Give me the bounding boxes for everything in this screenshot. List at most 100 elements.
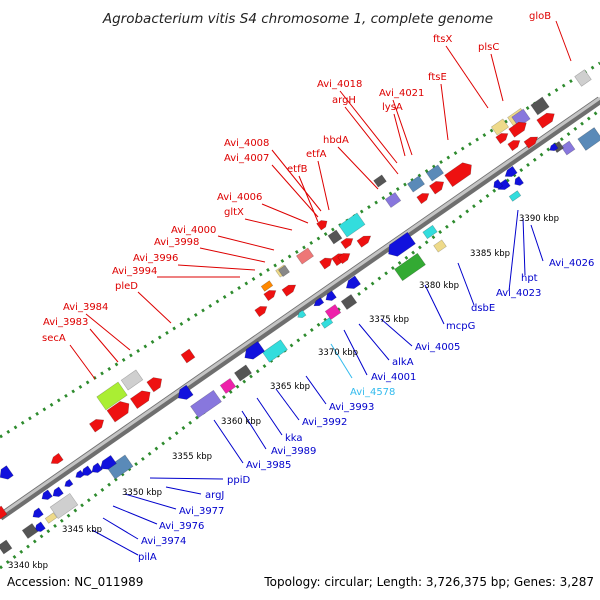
gene-label-Avi_3993: Avi_3993 <box>329 402 374 413</box>
gene-label-Avi_4001: Avi_4001 <box>371 372 416 383</box>
gene-block-reverse <box>325 290 337 301</box>
genome-backbone <box>0 96 600 521</box>
label-leader-line <box>85 313 131 351</box>
gene-block-forward <box>278 265 290 277</box>
gene-label-lysA: lysA <box>382 102 403 113</box>
label-leader-line <box>199 247 266 263</box>
label-leader-line <box>424 284 445 325</box>
label-leader-line <box>440 83 449 141</box>
gene-label-Avi_3985: Avi_3985 <box>246 460 291 471</box>
gene-block-reverse <box>508 190 522 202</box>
gene-block-forward <box>511 108 531 128</box>
gene-label-Avi_4007: Avi_4007 <box>224 153 269 164</box>
gene-block-reverse <box>394 252 426 282</box>
kbp-tick-label: 3345 kbp <box>62 525 102 535</box>
gene-label-hpt: hpt <box>521 273 538 284</box>
gene-label-pleD: pleD <box>115 281 138 292</box>
label-leader-line <box>69 344 96 380</box>
gene-block-reverse <box>577 127 600 151</box>
gene-block-reverse <box>388 231 416 257</box>
gene-label-Avi_4578: Avi_4578 <box>350 387 395 398</box>
gene-block-reverse <box>75 469 85 478</box>
label-leader-line <box>298 175 319 223</box>
gene-block-forward <box>384 192 402 208</box>
gene-block-forward <box>444 162 472 188</box>
gene-block-forward <box>536 112 555 129</box>
gene-block-reverse <box>44 512 58 524</box>
label-leader-line <box>508 209 519 292</box>
gene-block-forward <box>425 164 445 182</box>
gene-label-hbdA: hbdA <box>323 135 349 146</box>
gene-block-forward <box>406 175 426 193</box>
label-leader-line <box>91 529 139 556</box>
label-leader-line <box>213 419 244 464</box>
gene-block-forward <box>129 390 151 410</box>
gene-block-reverse <box>91 462 103 473</box>
gene-block-forward <box>254 306 268 318</box>
gene-label-argJ: argJ <box>205 490 224 501</box>
label-leader-line <box>530 224 544 262</box>
gene-block-forward <box>295 247 315 265</box>
kbp-tick-label: 3375 kbp <box>369 315 409 325</box>
gene-label-Avi_3998: Avi_3998 <box>154 237 199 248</box>
gene-label-Avi_3984: Avi_3984 <box>63 302 108 313</box>
gene-label-Avi_4026: Avi_4026 <box>549 258 594 269</box>
gene-label-etfA: etfA <box>306 149 327 160</box>
gene-block-reverse <box>313 297 325 307</box>
gene-block-reverse <box>560 140 576 156</box>
gene-block-reverse <box>190 389 222 419</box>
gene-block-forward <box>319 257 333 270</box>
gene-label-Avi_4008: Avi_4008 <box>224 138 269 149</box>
gene-block-forward <box>340 238 354 250</box>
label-leader-line <box>149 477 224 480</box>
gene-label-Avi_3977: Avi_3977 <box>179 506 224 517</box>
label-leader-line <box>165 486 202 495</box>
gene-block-reverse <box>324 304 342 320</box>
label-leader-line <box>522 217 526 276</box>
gene-block-reverse <box>340 294 358 310</box>
gene-block-forward <box>428 181 445 195</box>
gene-label-etfB: etfB <box>287 164 308 175</box>
reverse-gene-labels: Avi_4026 hpt Avi_4023 dsbE mcpG Avi_4005… <box>138 258 594 563</box>
gene-label-Avi_4021: Avi_4021 <box>379 88 424 99</box>
gene-block-forward <box>356 235 372 248</box>
gene-block-forward <box>490 118 510 136</box>
gene-block-forward <box>495 133 509 145</box>
gene-block-reverse <box>106 454 134 480</box>
gene-block-reverse <box>34 521 46 532</box>
label-leader-line <box>555 20 572 62</box>
gene-label-Avi_3983: Avi_3983 <box>43 317 88 328</box>
gene-block-forward <box>327 229 343 245</box>
gene-block-forward <box>180 348 196 364</box>
label-leader-line <box>275 388 300 421</box>
forward-gene-labels: gloB ftsX plsC ftsE Avi_4018 argH Avi_40… <box>42 11 551 344</box>
kbp-tick-label: 3380 kbp <box>419 281 459 291</box>
label-leader-line <box>261 203 309 224</box>
gene-block-reverse <box>244 340 266 360</box>
gene-block-forward <box>338 212 366 238</box>
accession-text: Accession: NC_011989 <box>7 575 143 589</box>
gene-block-reverse <box>493 179 503 189</box>
gene-label-plsC: plsC <box>478 42 499 53</box>
label-leader-line <box>112 505 158 525</box>
gene-block-forward <box>106 401 130 423</box>
gene-label-Avi_4000: Avi_4000 <box>171 225 216 236</box>
gene-block-reverse <box>0 539 13 555</box>
gene-block-forward <box>0 505 8 521</box>
label-leader-line <box>102 517 139 540</box>
gene-block-reverse <box>52 486 64 497</box>
gene-block-reverse <box>219 378 237 394</box>
gene-block-forward <box>574 69 592 87</box>
kbp-tick-label: 3390 kbp <box>519 214 559 224</box>
label-leader-line <box>392 99 413 156</box>
kbp-tick-label: 3340 kbp <box>8 561 48 571</box>
gene-block-forward <box>146 377 163 393</box>
gene-block-reverse <box>549 142 559 151</box>
label-leader-line <box>177 264 256 271</box>
gene-label-secA: secA <box>42 333 66 344</box>
gene-block-reverse <box>297 309 307 318</box>
gene-label-argH: argH <box>332 95 356 106</box>
gene-block-forward <box>96 381 128 411</box>
gene-features <box>0 69 600 555</box>
gene-block-reverse <box>497 178 511 190</box>
